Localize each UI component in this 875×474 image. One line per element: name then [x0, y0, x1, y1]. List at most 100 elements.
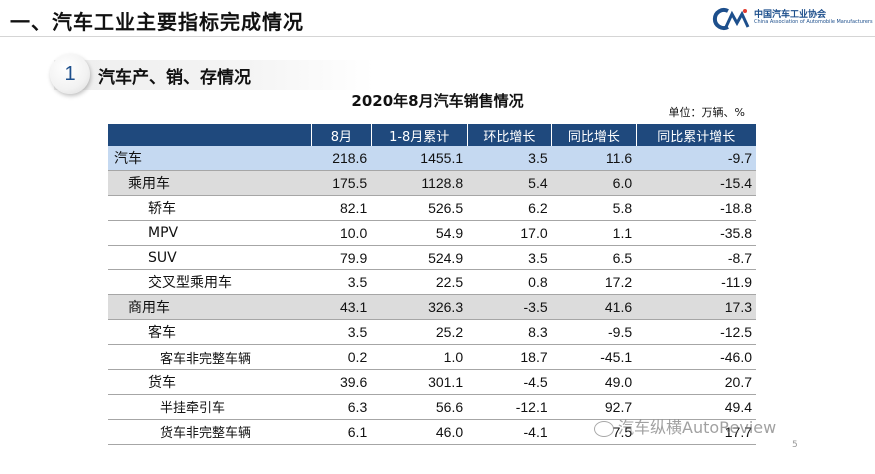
table-cell: 175.5: [311, 170, 372, 196]
section-title: 汽车产、销、存情况: [98, 68, 251, 88]
table-cell: 46.0: [371, 419, 468, 445]
row-label: MPV: [108, 220, 312, 246]
table-cell: 39.6: [311, 369, 372, 395]
table-cell: -11.9: [636, 269, 756, 296]
table-cell: 3.5: [311, 319, 372, 346]
table-cell: 8.3: [467, 319, 552, 346]
table-row: 轿车 82.1 526.5 6.2 5.8 -18.8: [108, 195, 756, 221]
row-label: 货车非完整车辆: [108, 419, 312, 445]
row-label: 货车: [108, 369, 312, 395]
table-title: 2020年8月汽车销售情况: [351, 92, 524, 110]
section-number: 1: [50, 54, 90, 94]
table-cell: 22.5: [371, 269, 468, 296]
watermark-text: 汽车纵横AutoReview: [618, 418, 777, 437]
table-cell: -8.7: [636, 245, 756, 271]
table-cell: 1.1: [551, 220, 637, 246]
header-cell: 8月: [311, 124, 372, 146]
table-cell: 17.2: [551, 269, 637, 296]
table-cell: 10.0: [311, 220, 372, 246]
table-row: MPV 10.0 54.9 17.0 1.1 -35.8: [108, 220, 756, 246]
table-cell: -4.1: [467, 419, 552, 445]
table-cell: 1128.8: [371, 170, 468, 196]
table-cell: 5.8: [551, 195, 637, 221]
table-cell: 0.8: [467, 269, 552, 296]
row-label: 轿车: [108, 195, 312, 221]
page-title: 一、汽车工业主要指标完成情况: [10, 10, 304, 34]
header-cell: 1-8月累计: [370, 124, 468, 146]
table-cell: 3.5: [311, 269, 372, 296]
table-cell: 524.9: [371, 245, 468, 271]
row-label: 交叉型乘用车: [108, 269, 312, 296]
logo-text-en: China Association of Automobile Manufact…: [754, 19, 873, 25]
table-cell: 49.4: [636, 394, 756, 420]
table-cell: 20.7: [636, 369, 756, 395]
table-cell: -15.4: [636, 170, 756, 196]
table-cell: 6.3: [311, 394, 372, 420]
row-label: 商用车: [108, 294, 312, 321]
table-header-row: 8月 1-8月累计 环比增长 同比增长 同比累计增长: [108, 124, 756, 146]
header-divider: [0, 36, 875, 37]
table-row: 交叉型乘用车 3.5 22.5 0.8 17.2 -11.9: [108, 269, 756, 296]
table-cell: 3.5: [467, 245, 552, 271]
row-label: SUV: [108, 245, 312, 271]
table-cell: 79.9: [311, 245, 372, 271]
logo-text-cn: 中国汽车工业协会: [754, 10, 827, 20]
table-cell: 17.7: [636, 419, 756, 445]
table-cell: 6.2: [467, 195, 552, 221]
row-label: 乘用车: [108, 170, 312, 196]
table-row: 汽车 218.6 1455.1 3.5 11.6 -9.7: [108, 146, 756, 171]
table-cell: 11.6: [551, 146, 637, 171]
table-cell: 49.0: [551, 369, 637, 395]
table-cell: -12.5: [636, 319, 756, 346]
table-row: 商用车 43.1 326.3 -3.5 41.6 17.3: [108, 294, 756, 321]
caam-logo: 中国汽车工业协会 China Association of Automobile…: [712, 6, 873, 32]
section-heading-band: [54, 60, 374, 90]
wechat-icon: [594, 420, 614, 437]
section-heading: 1 汽车产、销、存情况: [30, 52, 390, 96]
table-row: 货车非完整车辆 6.1 46.0 -4.1 7.5 17.7: [108, 419, 756, 445]
caam-logo-mark-icon: [712, 8, 750, 30]
table-cell: 43.1: [311, 294, 372, 321]
table-cell: 0.2: [311, 344, 372, 371]
table-cell: 5.4: [467, 170, 552, 196]
table-cell: 1.0: [371, 344, 468, 371]
table-cell: 301.1: [371, 369, 468, 395]
header-cell: 同比累计增长: [635, 124, 756, 146]
table-cell: -35.8: [636, 220, 756, 246]
table-cell: 92.7: [551, 394, 637, 420]
header-cell-name: [108, 124, 312, 146]
table-cell: 218.6: [311, 146, 372, 171]
table-row: 货车 39.6 301.1 -4.5 49.0 20.7: [108, 369, 756, 395]
sales-table: 8月 1-8月累计 环比增长 同比增长 同比累计增长 汽车 218.6 1455…: [108, 124, 756, 445]
table-cell: 7.5: [551, 419, 637, 445]
header-cell: 同比增长: [551, 124, 637, 146]
table-cell: -9.5: [551, 319, 637, 346]
table-cell: 526.5: [371, 195, 468, 221]
table-cell: 54.9: [371, 220, 468, 246]
table-row: 客车 3.5 25.2 8.3 -9.5 -12.5: [108, 319, 756, 346]
table-row: 乘用车 175.5 1128.8 5.4 6.0 -15.4: [108, 170, 756, 196]
table-cell: 18.7: [467, 344, 552, 371]
page-number: 5: [792, 440, 798, 450]
table-cell: -45.1: [551, 344, 637, 371]
table-cell: 17.0: [467, 220, 552, 246]
table-cell: 326.3: [371, 294, 468, 321]
table-cell: 17.3: [636, 294, 756, 321]
table-cell: -18.8: [636, 195, 756, 221]
table-row: 客车非完整车辆 0.2 1.0 18.7 -45.1 -46.0: [108, 344, 756, 371]
table-cell: 6.0: [551, 170, 637, 196]
table-cell: -3.5: [467, 294, 552, 321]
table-cell: -4.5: [467, 369, 552, 395]
row-label: 客车: [108, 319, 312, 346]
row-label: 汽车: [108, 146, 312, 171]
table-cell: 1455.1: [371, 146, 468, 171]
table-cell: 56.6: [371, 394, 468, 420]
table-cell: -46.0: [636, 344, 756, 371]
table-cell: 25.2: [371, 319, 468, 346]
row-label: 客车非完整车辆: [108, 344, 312, 371]
table-unit: 单位：万辆、%: [668, 106, 745, 119]
table-cell: 6.1: [311, 419, 372, 445]
table-cell: -9.7: [636, 146, 756, 171]
table-cell: -12.1: [467, 394, 552, 420]
table-row: SUV 79.9 524.9 3.5 6.5 -8.7: [108, 245, 756, 271]
